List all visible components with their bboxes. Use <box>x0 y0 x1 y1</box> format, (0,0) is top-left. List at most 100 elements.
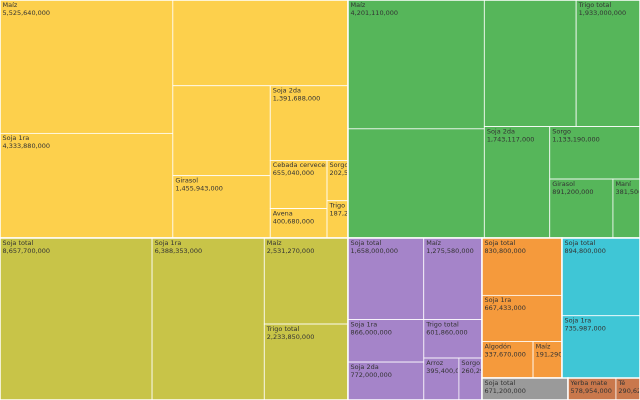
tile-value: 1,455,943,000 <box>175 184 223 192</box>
tile <box>0 237 153 400</box>
tile <box>347 361 425 400</box>
tile-name: Maní <box>615 180 631 188</box>
tile <box>172 85 271 177</box>
tile-value: 395,400,000 <box>426 367 467 375</box>
tile-value: 8,657,700,000 <box>3 247 51 255</box>
tile-value: 191,290,000 <box>536 350 577 358</box>
tile-name: Trigo total <box>578 1 612 9</box>
tile-value: 655,040,000 <box>273 169 314 177</box>
tile-name: Girasol <box>552 180 575 188</box>
tile-name: Maíz <box>536 342 551 350</box>
tile-name: Maíz <box>3 1 18 9</box>
tile-value: 667,433,000 <box>485 304 526 312</box>
tile-value: 4,201,110,000 <box>351 9 399 17</box>
tile-value: 2,233,850,000 <box>267 333 315 341</box>
tile-name: Soja 1ra <box>3 134 30 142</box>
tile <box>423 237 483 320</box>
tile-name: Maíz <box>267 239 282 247</box>
tile-name: Algodón <box>485 342 512 350</box>
tile <box>423 357 460 400</box>
tile-name: Maíz <box>426 239 441 247</box>
tile-labels: Sorgo260,290,000 <box>461 359 502 375</box>
tile <box>561 315 640 381</box>
tile-name: Soja 2da <box>273 87 301 95</box>
group-border <box>561 237 640 400</box>
tile <box>481 294 563 342</box>
tile-value: 1,658,000,000 <box>351 247 399 255</box>
tile-value: 735,987,000 <box>565 325 606 333</box>
tile-value: 830,800,000 <box>485 247 526 255</box>
tile-name: Girasol <box>175 176 198 184</box>
tile-name: Soja 2da <box>487 127 515 135</box>
tile <box>549 126 640 180</box>
tile-value: 578,954,000 <box>571 387 612 395</box>
tile-value: 4,333,880,000 <box>3 142 51 150</box>
tile <box>172 0 349 87</box>
tile <box>151 237 265 400</box>
tile-name: Trigo total <box>425 320 459 328</box>
tile-value: 400,680,000 <box>273 217 314 225</box>
tile-value: 866,000,000 <box>351 328 392 336</box>
tile <box>0 0 174 134</box>
tile-value: 891,200,000 <box>552 188 593 196</box>
tile-value: 772,000,000 <box>351 371 392 379</box>
tile-name: Sorgo <box>552 127 571 135</box>
tile-name: Soja total <box>351 239 382 247</box>
tile-name: Trigo candeal <box>329 202 373 210</box>
tile-name: Soja 1ra <box>155 239 182 247</box>
tile-name: Soja 1ra <box>565 317 592 325</box>
tile-name: Soja total <box>485 239 516 247</box>
tile-name: Sorgo <box>330 161 349 169</box>
tile <box>483 0 577 127</box>
tile <box>263 323 349 400</box>
tile-name: Soja total <box>485 379 516 387</box>
tile-name: Soja 2da <box>351 363 379 371</box>
group-border <box>567 377 640 400</box>
tile-name: Cebada cervecera <box>273 161 332 169</box>
tile-value: 1,933,000,000 <box>579 9 627 17</box>
tile-value: 337,670,000 <box>485 350 526 358</box>
tile-name: Yerba mate <box>570 379 608 387</box>
tile-labels: Sorgo202,500,000 <box>330 161 371 177</box>
tile-name: Soja 1ra <box>351 320 378 328</box>
tile-name: Arroz <box>426 359 444 367</box>
tile <box>561 237 640 317</box>
tile <box>575 0 640 127</box>
tile-value: 671,200,000 <box>485 387 526 395</box>
tile-name: Soja 1ra <box>485 296 512 304</box>
tile-value: 601,860,000 <box>426 328 467 336</box>
tile-name: Trigo total <box>266 325 300 333</box>
tile-name: Soja total <box>3 239 34 247</box>
tile-value: 1,743,117,000 <box>487 135 535 143</box>
tile-value: 202,500,000 <box>330 169 371 177</box>
tile <box>423 319 483 359</box>
tile-value: 260,290,000 <box>461 367 502 375</box>
tile <box>549 178 614 239</box>
tile-value: 5,525,640,000 <box>3 9 51 17</box>
tile-labels: Trigo candeal187,270,000 <box>329 202 373 218</box>
